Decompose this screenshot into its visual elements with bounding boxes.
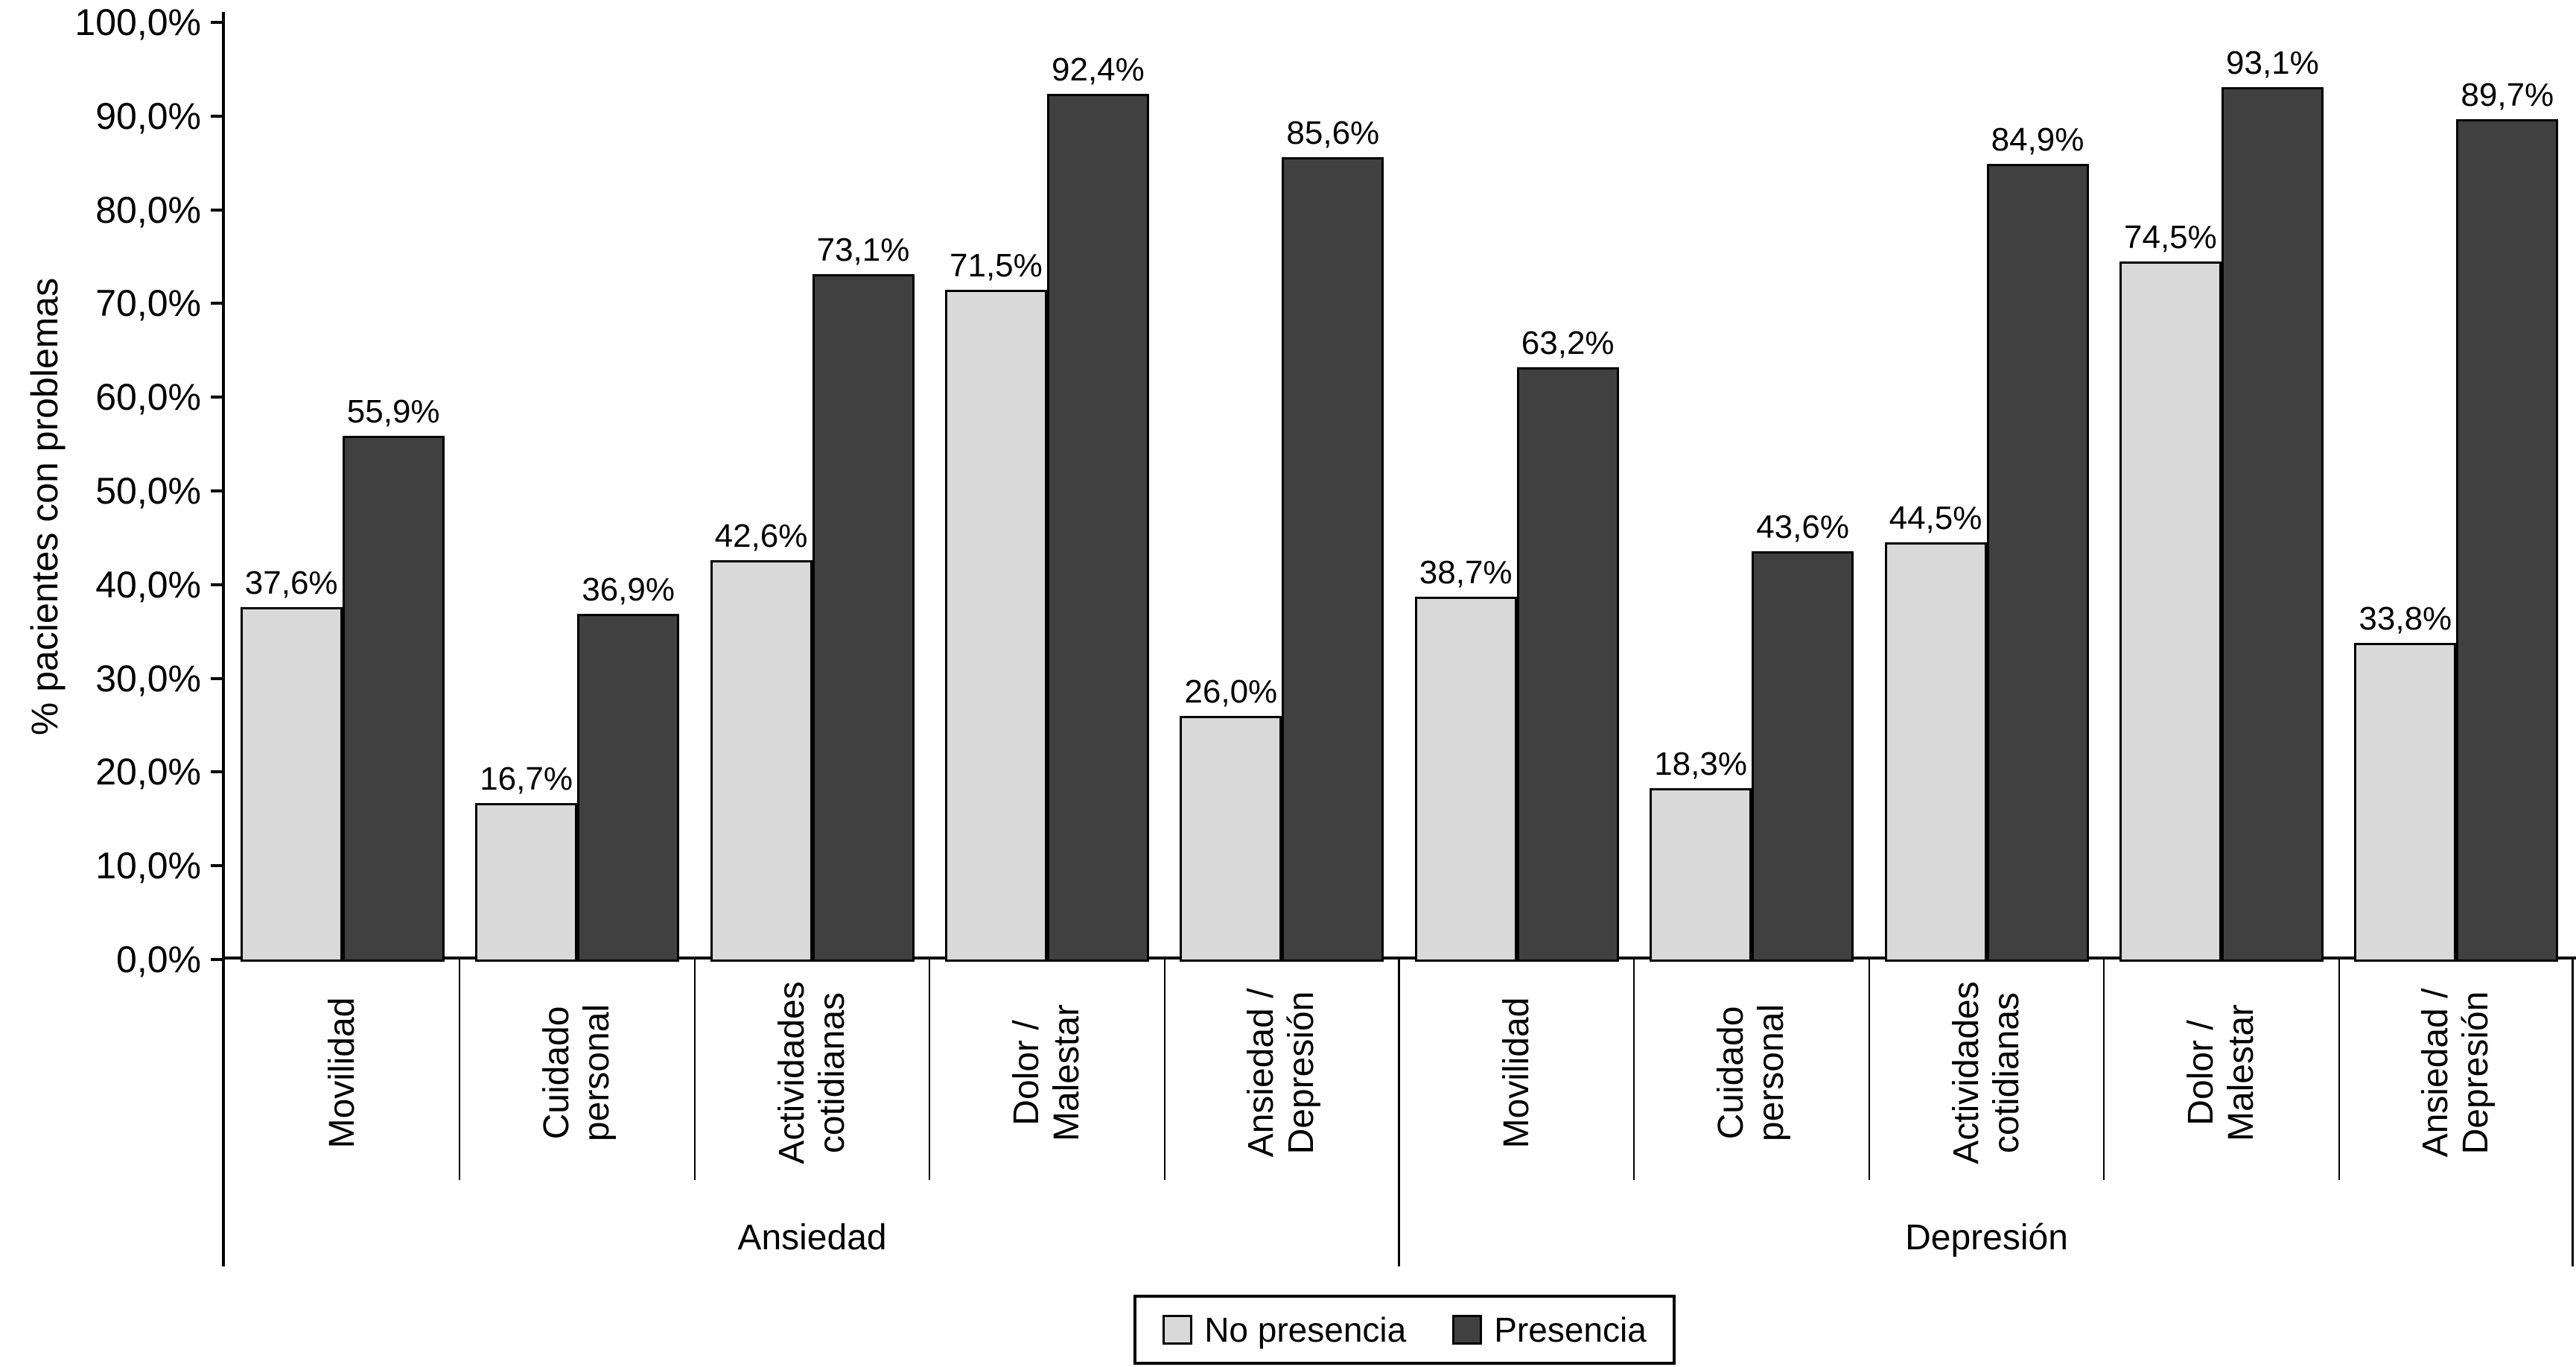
bar-value-label: 71,5%: [950, 247, 1043, 284]
bar: [475, 803, 578, 962]
bar-value-label: 16,7%: [480, 761, 573, 797]
bar: [1046, 94, 1149, 962]
bar-value-label: 44,5%: [1889, 500, 1982, 536]
y-tick: [211, 864, 222, 868]
bar: [577, 614, 680, 962]
bar: [944, 290, 1047, 962]
bar: [1414, 597, 1517, 962]
category-separator: [693, 960, 696, 1180]
category-label: Movilidad: [1496, 997, 1536, 1149]
y-tick: [211, 958, 222, 961]
category-label: Ansiedad / Depresión: [2416, 988, 2496, 1158]
y-tick-label: 70,0%: [95, 282, 201, 325]
bar-value-label: 63,2%: [1521, 325, 1615, 361]
category-separator: [1633, 960, 1635, 1180]
group-separator: [1398, 960, 1400, 1266]
category-separator: [929, 960, 931, 1180]
y-tick: [211, 21, 222, 24]
bar: [1986, 164, 2089, 962]
y-tick-label: 20,0%: [95, 751, 201, 793]
y-axis-line: [222, 12, 225, 1266]
bar-value-label: 85,6%: [1286, 115, 1380, 151]
y-tick: [211, 114, 222, 118]
bar: [2456, 119, 2559, 962]
bar-value-label: 74,5%: [2124, 219, 2217, 256]
bar-value-label: 93,1%: [2226, 45, 2319, 81]
y-tick-label: 0,0%: [116, 939, 201, 980]
y-tick: [211, 770, 222, 774]
group-separator: [2572, 960, 2574, 1266]
x-axis-line: [222, 957, 2576, 960]
category-label: Dolor / Malestar: [1006, 1003, 1087, 1142]
y-tick: [211, 489, 222, 492]
bar: [1282, 157, 1384, 962]
category-label: Dolor / Malestar: [2181, 1003, 2261, 1142]
group-label: Depresión: [1905, 1218, 2068, 1257]
bar-value-label: 73,1%: [816, 232, 910, 268]
bar-value-label: 89,7%: [2461, 77, 2554, 113]
legend-swatch: [1452, 1315, 1483, 1345]
category-separator: [1163, 960, 1165, 1180]
y-tick: [211, 583, 222, 586]
y-tick: [211, 302, 222, 305]
bar-value-label: 92,4%: [1052, 51, 1145, 88]
bar-value-label: 37,6%: [244, 565, 338, 601]
category-label: Cuidado personal: [1711, 1003, 1792, 1142]
y-tick: [211, 676, 222, 680]
bar: [2354, 643, 2457, 962]
category-separator: [2338, 960, 2340, 1180]
y-tick-label: 50,0%: [95, 470, 201, 512]
category-label: Cuidado personal: [537, 1003, 617, 1142]
bar: [2119, 261, 2222, 962]
bar: [1650, 788, 1752, 962]
y-tick-label: 80,0%: [95, 188, 201, 231]
category-label: Movilidad: [322, 997, 362, 1149]
category-separator: [459, 960, 461, 1180]
bar-value-label: 33,8%: [2359, 600, 2452, 637]
category-separator: [1868, 960, 1870, 1180]
group-label: Ansiedad: [737, 1218, 887, 1257]
bar: [1516, 367, 1619, 962]
bar-value-label: 42,6%: [714, 518, 808, 554]
bar-value-label: 43,6%: [1756, 509, 1849, 545]
y-tick-label: 10,0%: [95, 845, 201, 887]
y-tick-label: 90,0%: [95, 95, 201, 137]
legend-label: Presencia: [1494, 1310, 1647, 1349]
bar: [240, 607, 343, 962]
y-tick-label: 30,0%: [95, 657, 201, 700]
y-tick-label: 60,0%: [95, 376, 201, 419]
legend-swatch: [1163, 1315, 1193, 1345]
legend-label: No presencia: [1204, 1310, 1407, 1349]
bar-value-label: 36,9%: [582, 571, 675, 608]
legend: No presencia Presencia: [1133, 1295, 1676, 1365]
category-label: Actividades cotidianas: [772, 981, 852, 1164]
bar-value-label: 18,3%: [1654, 746, 1747, 782]
category-label: Ansiedad / Depresión: [1241, 988, 1322, 1158]
y-tick-label: 100,0%: [74, 1, 201, 43]
bar: [2221, 87, 2324, 962]
bar-value-label: 84,9%: [1991, 121, 2084, 158]
bar: [342, 436, 445, 962]
bar: [1752, 551, 1854, 962]
legend-item: No presencia: [1163, 1311, 1406, 1348]
bar: [812, 274, 915, 962]
category-label: Actividades cotidianas: [1946, 981, 2026, 1164]
bar-value-label: 55,9%: [346, 393, 440, 430]
category-separator: [2103, 960, 2105, 1180]
bar: [1884, 542, 1987, 962]
y-tick: [211, 396, 222, 399]
bar: [710, 560, 812, 962]
bar: [1180, 716, 1282, 962]
legend-item: Presencia: [1452, 1311, 1647, 1348]
bar-value-label: 26,0%: [1184, 673, 1278, 710]
bar-value-label: 38,7%: [1419, 554, 1513, 591]
y-tick-label: 40,0%: [95, 563, 201, 606]
y-tick: [211, 208, 222, 212]
